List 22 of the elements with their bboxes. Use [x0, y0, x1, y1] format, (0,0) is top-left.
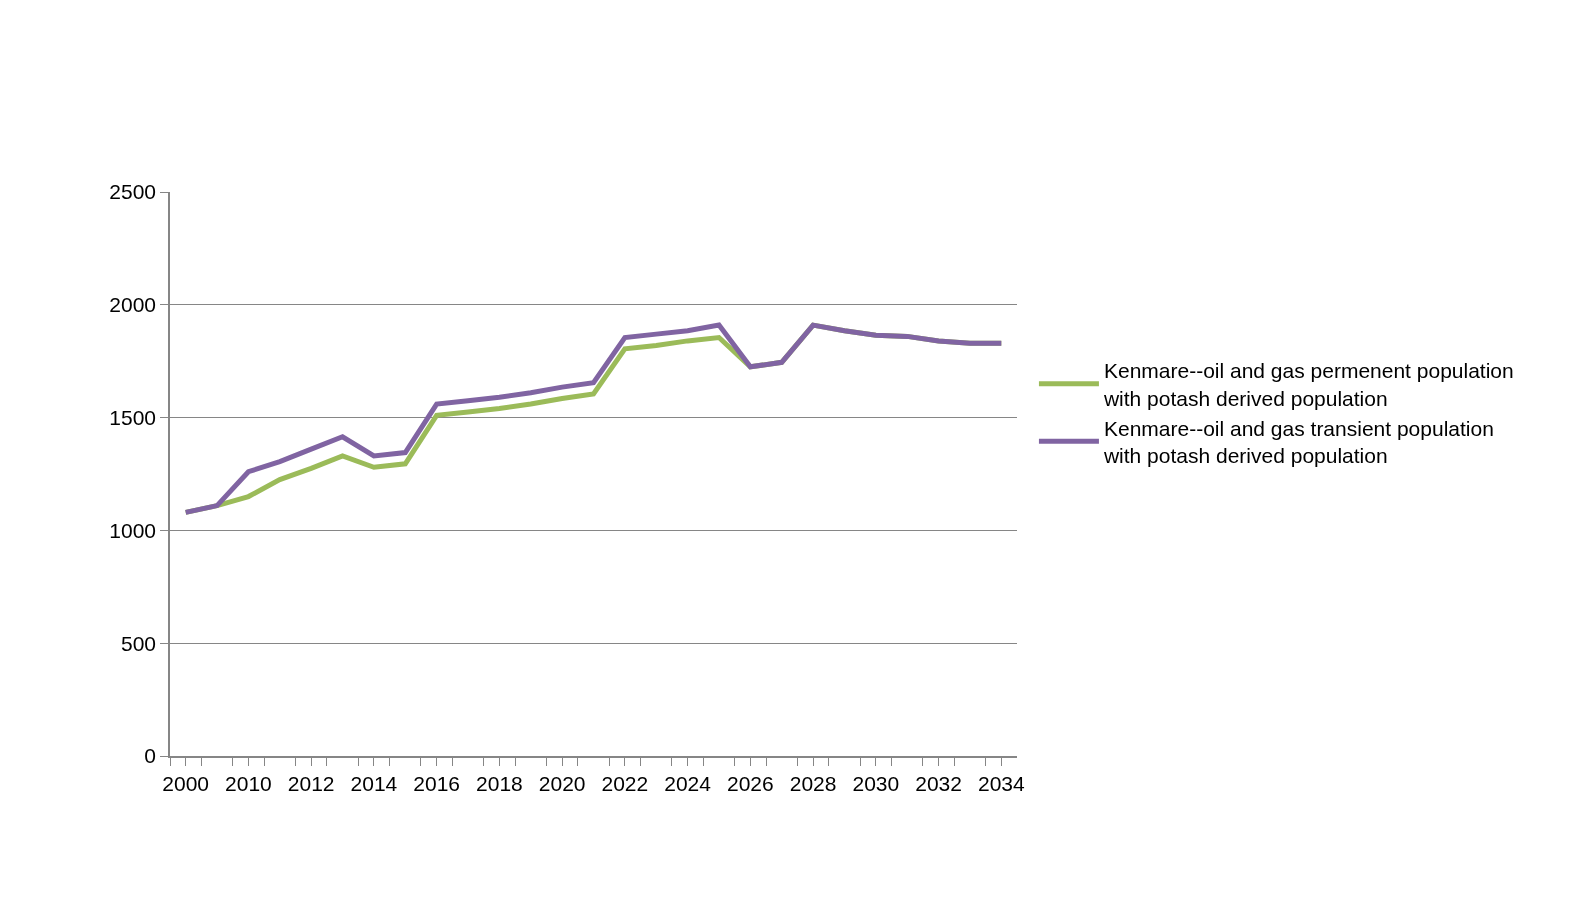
y-tick-label: 2000	[109, 293, 157, 317]
x-tick-label: 2032	[915, 771, 962, 795]
x-tick-label: 2034	[977, 771, 1025, 795]
y-tick-label: 0	[144, 744, 157, 768]
x-tick-label: 2026	[726, 771, 774, 795]
x-tick-label: 2016	[413, 771, 461, 795]
y-tick-label: 500	[121, 631, 157, 655]
x-tick-label: 2030	[852, 771, 900, 795]
x-tick-label: 2022	[601, 771, 649, 795]
x-tick-label: 2024	[664, 771, 712, 795]
x-tick-label: 2028	[789, 771, 837, 795]
legend-label: Kenmare--oil and gas transient population with potash derived population	[1102, 416, 1494, 468]
x-tick-label: 2012	[287, 771, 335, 795]
legend-label: Kenmare--oil and gas permenent population with potash derived population	[1102, 359, 1514, 410]
y-tick-label: 2500	[109, 180, 157, 204]
y-tick-label: 1500	[109, 405, 157, 429]
x-tick-label: 2020	[538, 771, 586, 795]
x-tick-label: 2000	[162, 771, 210, 795]
y-tick-label: 1000	[109, 518, 157, 542]
x-tick-label: 2010	[225, 771, 272, 795]
x-tick-label: 2014	[350, 771, 398, 795]
x-tick-label: 2018	[476, 771, 523, 795]
